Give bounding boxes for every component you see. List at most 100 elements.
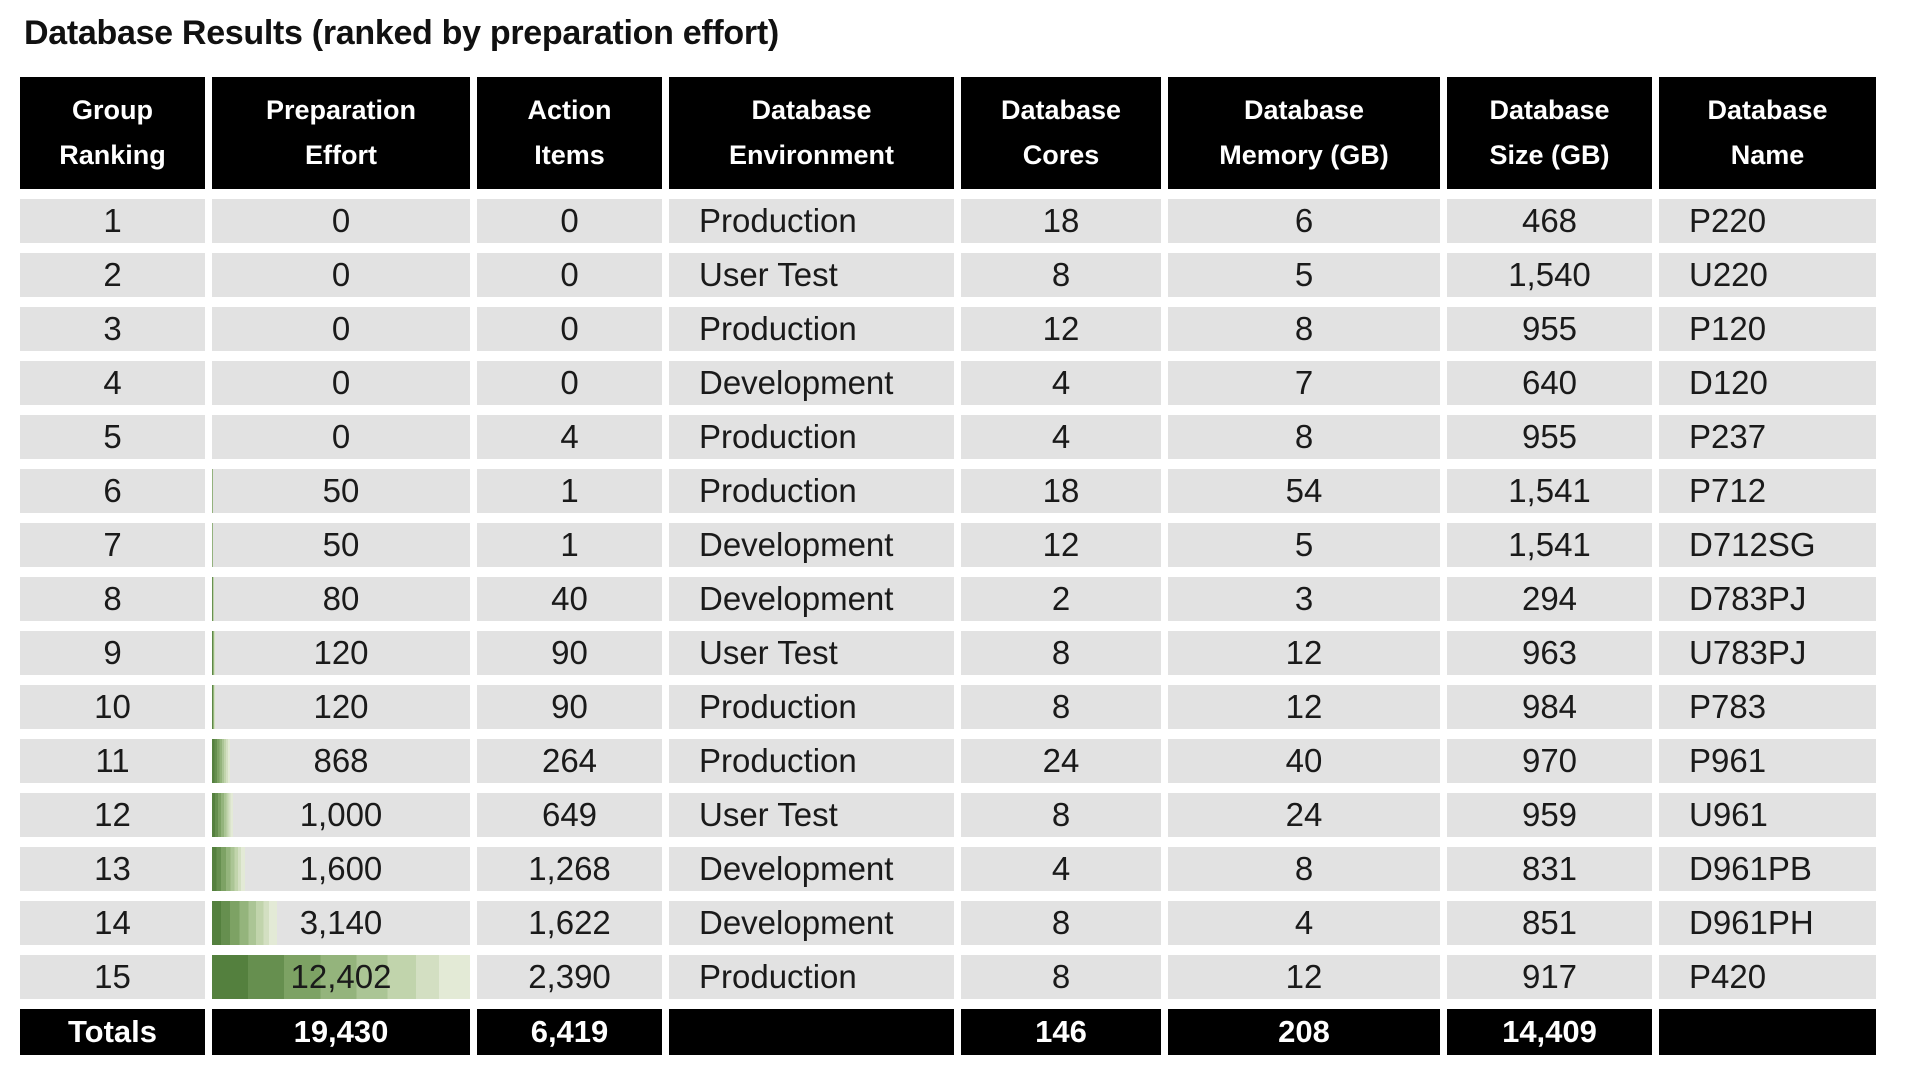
cell-cores: 24 (961, 739, 1161, 783)
cell-effort: 0 (212, 361, 470, 405)
table-row: 10 120 90 Production 8 12 984 P783 (20, 685, 1876, 729)
cell-cores: 18 (961, 469, 1161, 513)
cell-action-items: 1,622 (477, 901, 662, 945)
cell-effort: 12,402 (212, 955, 470, 999)
cell-cores: 2 (961, 577, 1161, 621)
cell-memory: 8 (1168, 847, 1440, 891)
cell-environment: Production (669, 469, 954, 513)
totals-label: Totals (20, 1009, 205, 1055)
cell-effort: 1,000 (212, 793, 470, 837)
cell-effort: 50 (212, 523, 470, 567)
cell-name: P220 (1659, 199, 1876, 243)
col-header-group-ranking: Group Ranking (20, 77, 205, 189)
cell-effort: 1,600 (212, 847, 470, 891)
col-header-database-environment: Database Environment (669, 77, 954, 189)
cell-action-items: 90 (477, 685, 662, 729)
cell-action-items: 90 (477, 631, 662, 675)
cell-ranking: 12 (20, 793, 205, 837)
cell-size: 963 (1447, 631, 1652, 675)
cell-action-items: 0 (477, 253, 662, 297)
cell-action-items: 0 (477, 307, 662, 351)
cell-size: 294 (1447, 577, 1652, 621)
cell-ranking: 3 (20, 307, 205, 351)
cell-size: 831 (1447, 847, 1652, 891)
cell-size: 1,541 (1447, 523, 1652, 567)
totals-size: 14,409 (1447, 1009, 1652, 1055)
cell-memory: 12 (1168, 631, 1440, 675)
effort-data-bar (212, 955, 470, 999)
cell-environment: Production (669, 739, 954, 783)
cell-ranking: 10 (20, 685, 205, 729)
cell-cores: 18 (961, 199, 1161, 243)
cell-environment: Production (669, 199, 954, 243)
cell-ranking: 9 (20, 631, 205, 675)
cell-name: P120 (1659, 307, 1876, 351)
cell-name: U961 (1659, 793, 1876, 837)
cell-memory: 8 (1168, 415, 1440, 459)
cell-ranking: 4 (20, 361, 205, 405)
cell-name: D120 (1659, 361, 1876, 405)
totals-effort: 19,430 (212, 1009, 470, 1055)
effort-data-bar (212, 739, 231, 783)
cell-action-items: 0 (477, 361, 662, 405)
col-header-database-size: Database Size (GB) (1447, 77, 1652, 189)
cell-environment: Development (669, 361, 954, 405)
cell-name: D961PH (1659, 901, 1876, 945)
cell-ranking: 13 (20, 847, 205, 891)
cell-action-items: 264 (477, 739, 662, 783)
cell-effort: 120 (212, 685, 470, 729)
col-header-action-items: Action Items (477, 77, 662, 189)
cell-environment: Development (669, 577, 954, 621)
cell-ranking: 1 (20, 199, 205, 243)
effort-data-bar (212, 523, 214, 567)
cell-memory: 4 (1168, 901, 1440, 945)
cell-action-items: 1 (477, 523, 662, 567)
cell-cores: 8 (961, 253, 1161, 297)
cell-size: 955 (1447, 307, 1652, 351)
table-row: 8 80 40 Development 2 3 294 D783PJ (20, 577, 1876, 621)
cell-cores: 8 (961, 901, 1161, 945)
col-header-database-name: Database Name (1659, 77, 1876, 189)
cell-size: 1,540 (1447, 253, 1652, 297)
cell-memory: 5 (1168, 253, 1440, 297)
cell-memory: 12 (1168, 685, 1440, 729)
cell-name: U220 (1659, 253, 1876, 297)
totals-action-items: 6,419 (477, 1009, 662, 1055)
effort-data-bar (212, 577, 214, 621)
cell-action-items: 0 (477, 199, 662, 243)
cell-environment: User Test (669, 631, 954, 675)
table-row: 7 50 1 Development 12 5 1,541 D712SG (20, 523, 1876, 567)
cell-environment: Development (669, 847, 954, 891)
cell-cores: 12 (961, 523, 1161, 567)
cell-memory: 40 (1168, 739, 1440, 783)
cell-ranking: 8 (20, 577, 205, 621)
table-row: 13 1,600 1,268 Development 4 8 831 D961PB (20, 847, 1876, 891)
table-row: 3 0 0 Production 12 8 955 P120 (20, 307, 1876, 351)
effort-data-bar (212, 901, 278, 945)
col-header-preparation-effort: Preparation Effort (212, 77, 470, 189)
cell-memory: 54 (1168, 469, 1440, 513)
table-row: 12 1,000 649 User Test 8 24 959 U961 (20, 793, 1876, 837)
cell-name: D783PJ (1659, 577, 1876, 621)
cell-ranking: 2 (20, 253, 205, 297)
cell-size: 959 (1447, 793, 1652, 837)
cell-size: 851 (1447, 901, 1652, 945)
cell-ranking: 7 (20, 523, 205, 567)
cell-cores: 8 (961, 685, 1161, 729)
cell-effort: 0 (212, 307, 470, 351)
cell-cores: 8 (961, 793, 1161, 837)
cell-memory: 5 (1168, 523, 1440, 567)
cell-name: P712 (1659, 469, 1876, 513)
cell-cores: 4 (961, 361, 1161, 405)
cell-memory: 24 (1168, 793, 1440, 837)
col-header-database-memory: Database Memory (GB) (1168, 77, 1440, 189)
cell-cores: 8 (961, 631, 1161, 675)
cell-ranking: 5 (20, 415, 205, 459)
cell-ranking: 15 (20, 955, 205, 999)
cell-memory: 8 (1168, 307, 1440, 351)
cell-environment: User Test (669, 793, 954, 837)
cell-environment: Development (669, 523, 954, 567)
cell-cores: 4 (961, 847, 1161, 891)
effort-data-bar (212, 793, 233, 837)
cell-effort: 80 (212, 577, 470, 621)
